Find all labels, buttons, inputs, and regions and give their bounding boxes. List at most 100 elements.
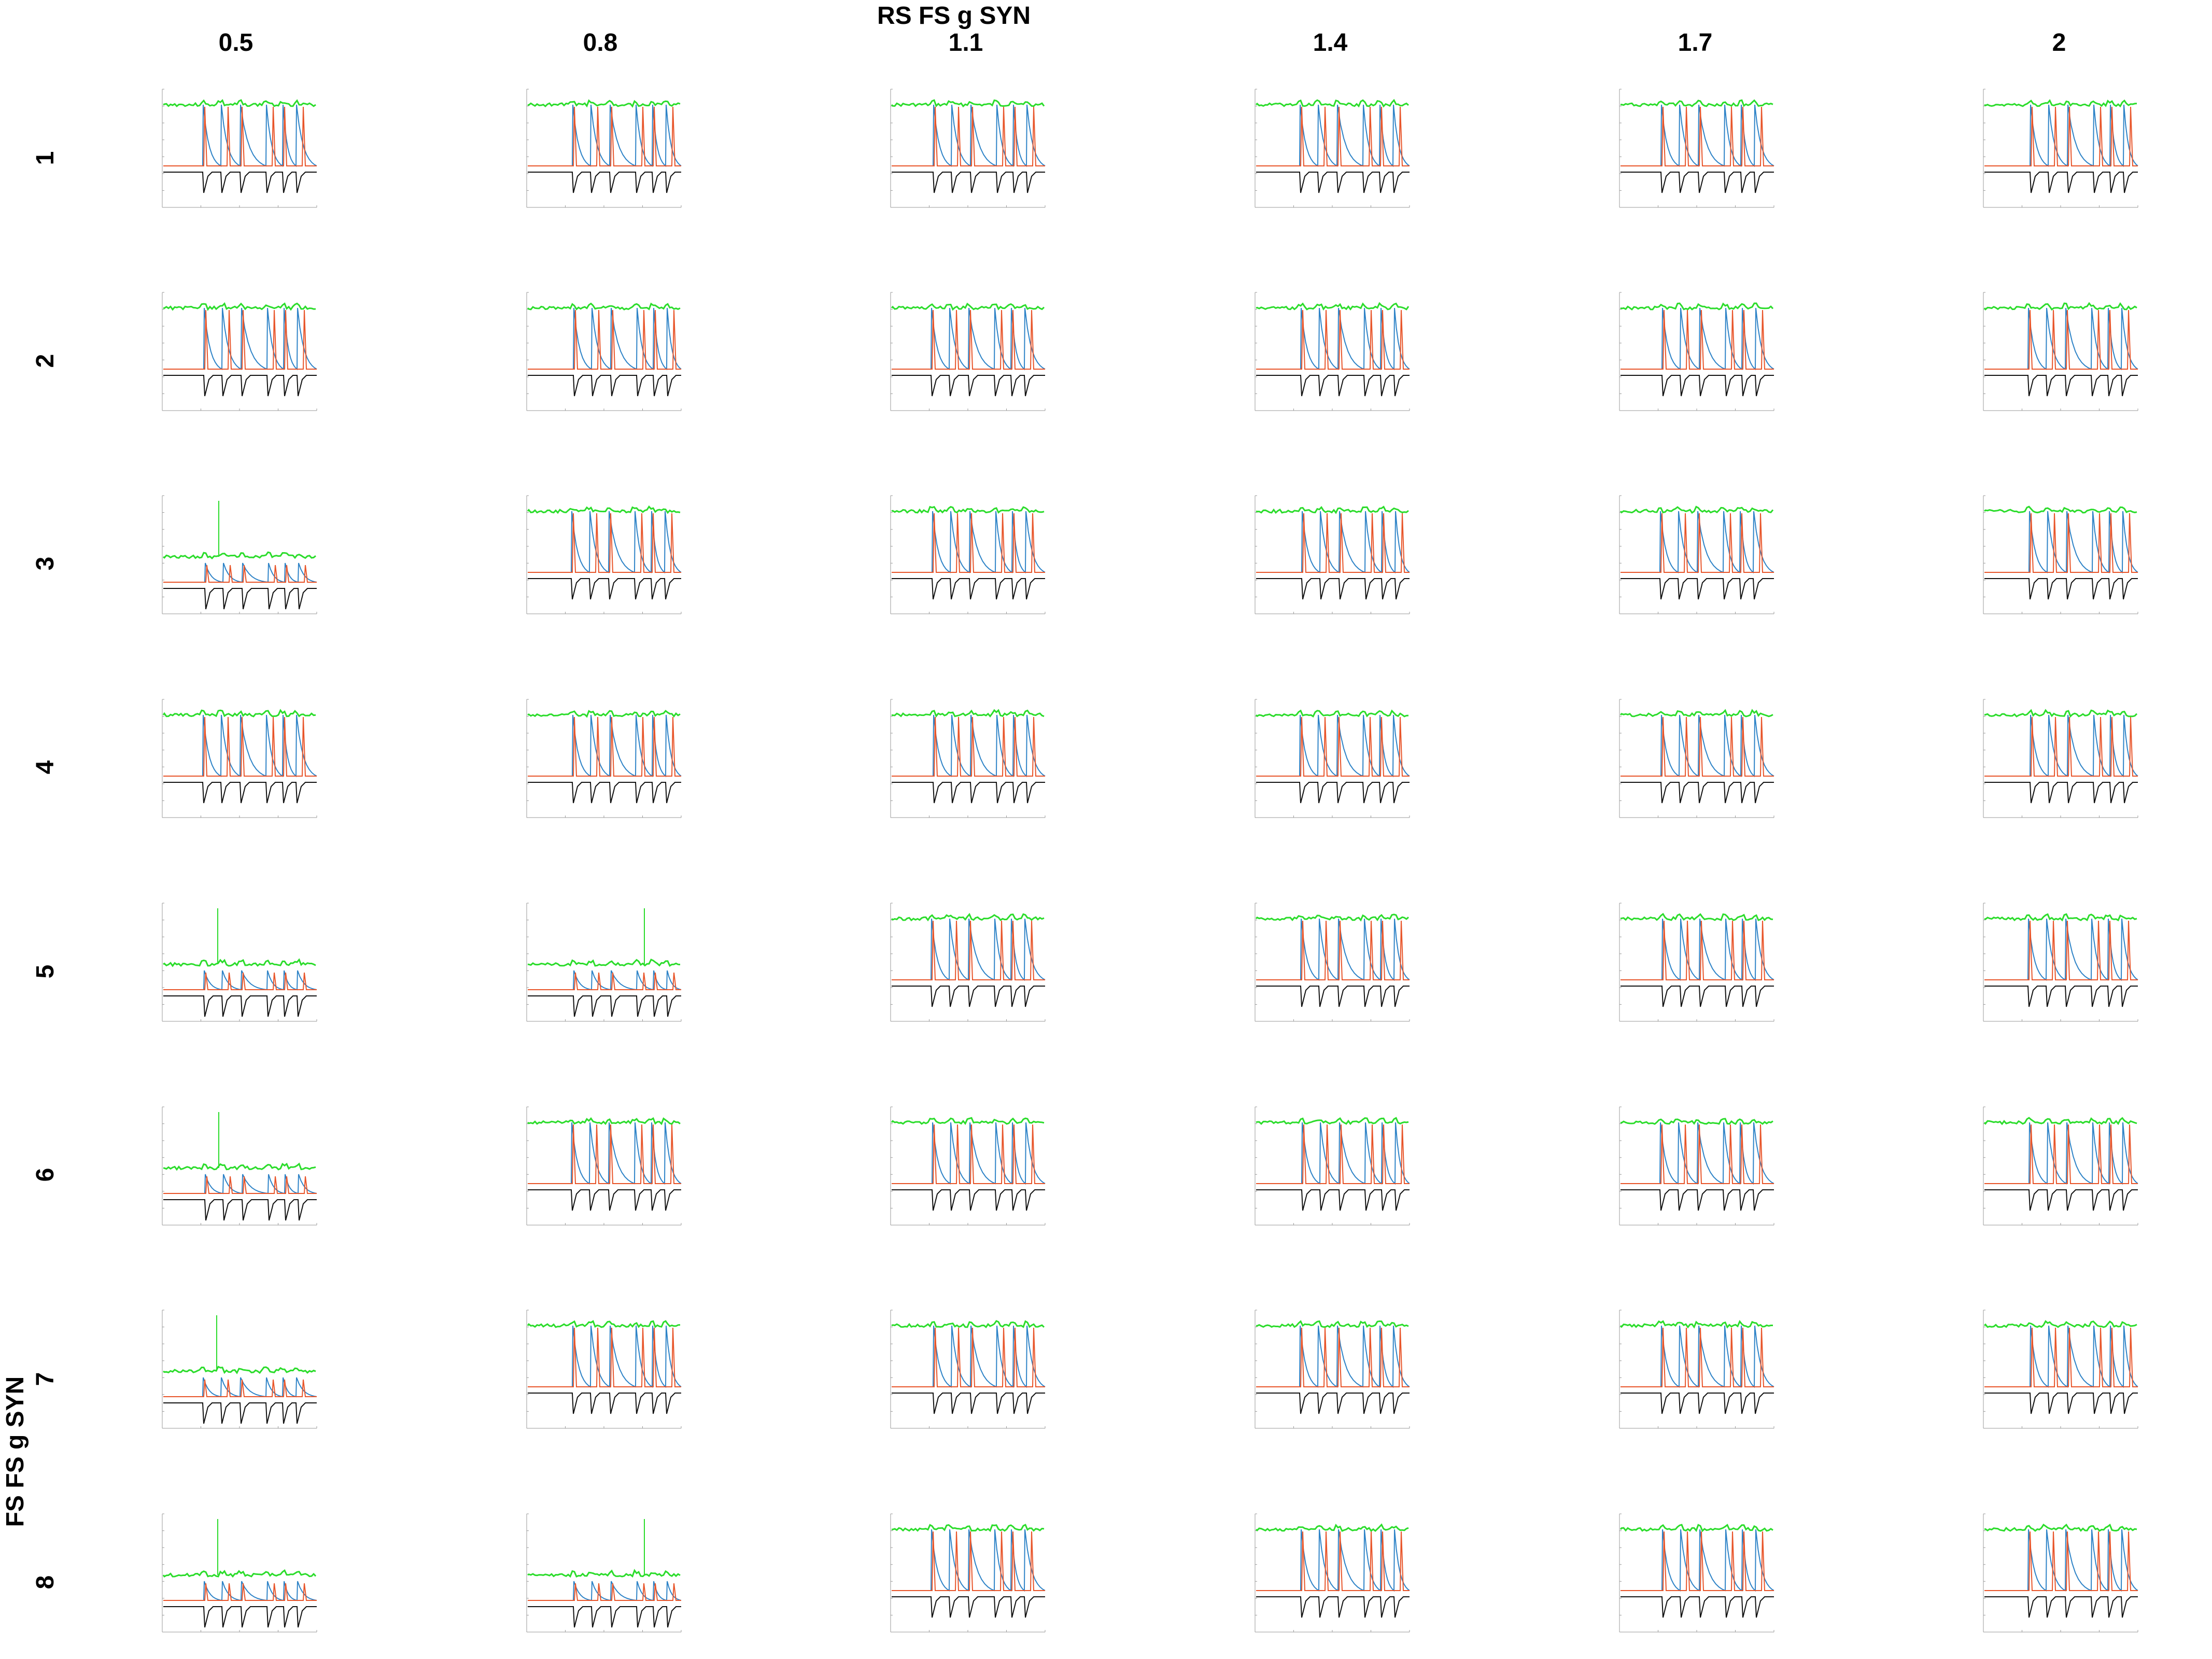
- panel: [1255, 292, 1410, 411]
- red-trace: [163, 106, 317, 166]
- blue-trace: [1621, 104, 1774, 167]
- red-trace: [163, 716, 317, 777]
- red-trace: [528, 1583, 681, 1601]
- green-trace: [162, 551, 316, 560]
- column-label: 1.7: [1678, 29, 1713, 57]
- green-trace: [891, 1117, 1045, 1126]
- red-trace: [892, 1327, 1045, 1387]
- black-trace: [892, 1393, 1045, 1414]
- green-trace: [163, 302, 316, 311]
- black-trace: [1256, 782, 1410, 804]
- panel: [890, 699, 1046, 818]
- green-trace: [1984, 99, 2137, 108]
- column-label: 0.5: [218, 29, 253, 57]
- green-trace: [162, 1569, 317, 1578]
- green-trace: [527, 1117, 681, 1126]
- panel: [1983, 699, 2138, 818]
- black-trace: [1256, 1596, 1410, 1618]
- red-trace: [1621, 1327, 1774, 1387]
- blue-trace: [1984, 1529, 2138, 1592]
- blue-trace: [163, 307, 317, 371]
- panel: [526, 699, 682, 818]
- panel: [1983, 1310, 2138, 1429]
- black-trace: [892, 172, 1045, 193]
- blue-trace: [892, 714, 1046, 778]
- green-trace: [891, 709, 1045, 718]
- red-trace: [163, 972, 317, 990]
- panel: [162, 89, 317, 208]
- panel: [162, 292, 317, 411]
- black-trace: [1621, 578, 1774, 600]
- green-trace: [163, 1162, 316, 1171]
- panel: [526, 1513, 682, 1633]
- red-trace: [528, 513, 681, 573]
- red-trace: [528, 716, 681, 777]
- blue-trace: [163, 970, 317, 991]
- red-trace: [892, 920, 1045, 980]
- red-trace: [163, 1176, 317, 1194]
- blue-trace: [1984, 918, 2138, 981]
- blue-trace: [1621, 714, 1774, 778]
- red-trace: [1256, 1327, 1410, 1387]
- green-trace: [1619, 1524, 1773, 1533]
- green-trace: [1620, 1118, 1773, 1125]
- panel: [1619, 89, 1774, 208]
- column-label: 2: [2052, 29, 2066, 57]
- blue-trace: [892, 104, 1046, 167]
- panel: [1983, 292, 2138, 411]
- green-trace: [891, 1320, 1045, 1329]
- green-trace: [1256, 302, 1410, 311]
- red-trace: [528, 972, 681, 990]
- black-trace: [163, 782, 317, 804]
- black-trace: [892, 986, 1045, 1007]
- panel: [890, 1310, 1046, 1429]
- red-trace: [892, 716, 1045, 777]
- black-trace: [892, 578, 1045, 600]
- blue-trace: [528, 307, 682, 371]
- black-trace: [1984, 578, 2138, 600]
- panel: [1983, 495, 2138, 614]
- blue-trace: [892, 511, 1046, 574]
- panel: [1619, 1106, 1774, 1226]
- red-trace: [1984, 513, 2138, 573]
- black-trace: [1621, 986, 1774, 1007]
- green-trace: [162, 709, 316, 718]
- panel: [890, 89, 1046, 208]
- blue-trace: [163, 563, 317, 583]
- red-trace: [1621, 1531, 1774, 1591]
- black-trace: [1256, 986, 1410, 1007]
- black-trace: [1256, 172, 1410, 193]
- black-trace: [163, 172, 317, 193]
- black-trace: [528, 995, 681, 1017]
- panel: [1255, 1310, 1410, 1429]
- blue-trace: [163, 1174, 317, 1194]
- blue-trace: [528, 970, 682, 991]
- green-trace: [163, 99, 316, 107]
- panel: [890, 292, 1046, 411]
- red-trace: [1984, 716, 2138, 777]
- black-trace: [528, 1393, 681, 1414]
- green-trace: [1984, 913, 2137, 922]
- blue-trace: [892, 1529, 1046, 1592]
- black-trace: [1984, 1393, 2138, 1414]
- blue-trace: [163, 1377, 317, 1398]
- panel: [526, 495, 682, 614]
- green-trace: [891, 912, 1045, 922]
- blue-trace: [528, 104, 682, 167]
- column-label: 1.1: [948, 29, 983, 57]
- green-trace: [1619, 1320, 1773, 1329]
- green-trace: [1984, 1523, 2137, 1532]
- panel: [1619, 292, 1774, 411]
- red-trace: [1256, 1124, 1410, 1184]
- green-trace: [891, 505, 1045, 514]
- blue-trace: [1621, 1122, 1774, 1185]
- blue-trace: [1256, 1122, 1410, 1185]
- panel: [162, 495, 317, 614]
- red-trace: [1621, 106, 1774, 166]
- panel: [1983, 89, 2138, 208]
- blue-trace: [1256, 307, 1410, 371]
- blue-trace: [1621, 918, 1774, 981]
- panel: [890, 1106, 1046, 1226]
- black-trace: [1984, 782, 2138, 804]
